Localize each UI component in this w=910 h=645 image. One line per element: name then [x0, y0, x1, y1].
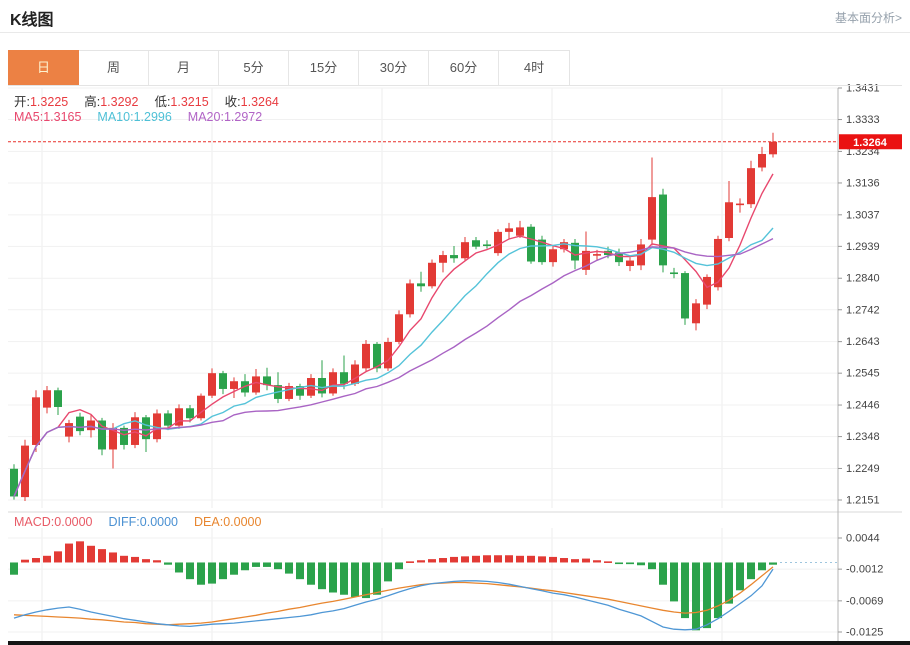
macd-legend-item-1: DIFF:0.0000 — [108, 515, 178, 529]
ohlc-legend-item-2: 低:1.3215 — [154, 95, 209, 109]
price-axis-label-13: 1.2151 — [846, 495, 880, 507]
macd-histogram — [10, 541, 777, 631]
macd-axis-label-3: -0.0125 — [846, 627, 883, 639]
page-title: K线图 — [10, 12, 54, 29]
ma-legend-item-2: MA20:1.2972 — [187, 110, 263, 124]
tab-bar-underline — [8, 85, 902, 86]
bottom-bar — [8, 641, 910, 645]
tab-period-4[interactable]: 15分 — [289, 51, 359, 85]
ma-legend-item-0: MA5:1.3165 — [14, 110, 82, 124]
tab-period-0[interactable]: 日 — [8, 50, 79, 86]
price-axis-label-9: 1.2545 — [846, 368, 880, 380]
ma-legend-item-1: MA10:1.2996 — [97, 110, 172, 124]
ma-legend: MA5:1.3165 MA10:1.2996 MA20:1.2972 — [14, 110, 278, 124]
ohlc-legend-item-0: 开:1.3225 — [14, 95, 69, 109]
ohlc-legend-item-3: 收:1.3264 — [224, 95, 279, 109]
ma20-line — [13, 237, 774, 497]
ma10-line — [13, 227, 774, 497]
period-tab-bar: 日周月 5分 15分 30分 60分 4时 — [8, 50, 570, 86]
tab-period-1[interactable]: 周 — [79, 51, 149, 85]
macd-axis-label-2: -0.0069 — [846, 595, 883, 607]
macd-legend-item-2: DEA:0.0000 — [194, 515, 262, 529]
tab-period-3[interactable]: 5分 — [219, 51, 289, 85]
candles-layer — [10, 132, 777, 501]
macd-axis-label-1: -0.0012 — [846, 564, 883, 576]
title-divider — [0, 32, 910, 33]
ohlc-legend-item-1: 高:1.3292 — [84, 95, 139, 109]
grid-lines — [8, 87, 902, 641]
tab-period-5[interactable]: 30分 — [359, 51, 429, 85]
tab-period-6[interactable]: 60分 — [429, 51, 499, 85]
price-axis-label-8: 1.2643 — [846, 336, 880, 348]
ohlc-legend: 开:1.3225 高:1.3292 低:1.3215 收:1.3264 — [14, 91, 295, 110]
last-price-badge-text: 1.3264 — [853, 137, 888, 149]
dea-line — [13, 566, 774, 626]
fundamental-analysis-link[interactable]: 基本面分析> — [834, 11, 902, 25]
macd-axis-label-0: 0.0044 — [846, 533, 880, 545]
price-axis-label-3: 1.3136 — [846, 177, 880, 189]
tab-period-2[interactable]: 月 — [149, 51, 219, 85]
price-axis-label-10: 1.2446 — [846, 400, 880, 412]
y-axis: 1.34311.33331.32341.31361.30371.29391.28… — [837, 83, 883, 641]
ma5-line — [13, 173, 774, 497]
last-price-badge: 1.3264 — [839, 134, 902, 150]
price-axis-label-12: 1.2249 — [846, 463, 880, 475]
price-axis-label-7: 1.2742 — [846, 304, 880, 316]
price-axis-label-5: 1.2939 — [846, 241, 880, 253]
price-axis-label-1: 1.3333 — [846, 114, 880, 126]
diff-line — [13, 568, 774, 631]
tab-period-7[interactable]: 4时 — [523, 60, 545, 75]
price-axis-label-11: 1.2348 — [846, 431, 880, 443]
price-axis-label-4: 1.3037 — [846, 209, 880, 221]
macd-legend: MACD:0.0000 DIFF:0.0000 DEA:0.0000 — [14, 515, 277, 529]
macd-legend-item-0: MACD:0.0000 — [14, 515, 93, 529]
price-axis-label-6: 1.2840 — [846, 273, 880, 285]
